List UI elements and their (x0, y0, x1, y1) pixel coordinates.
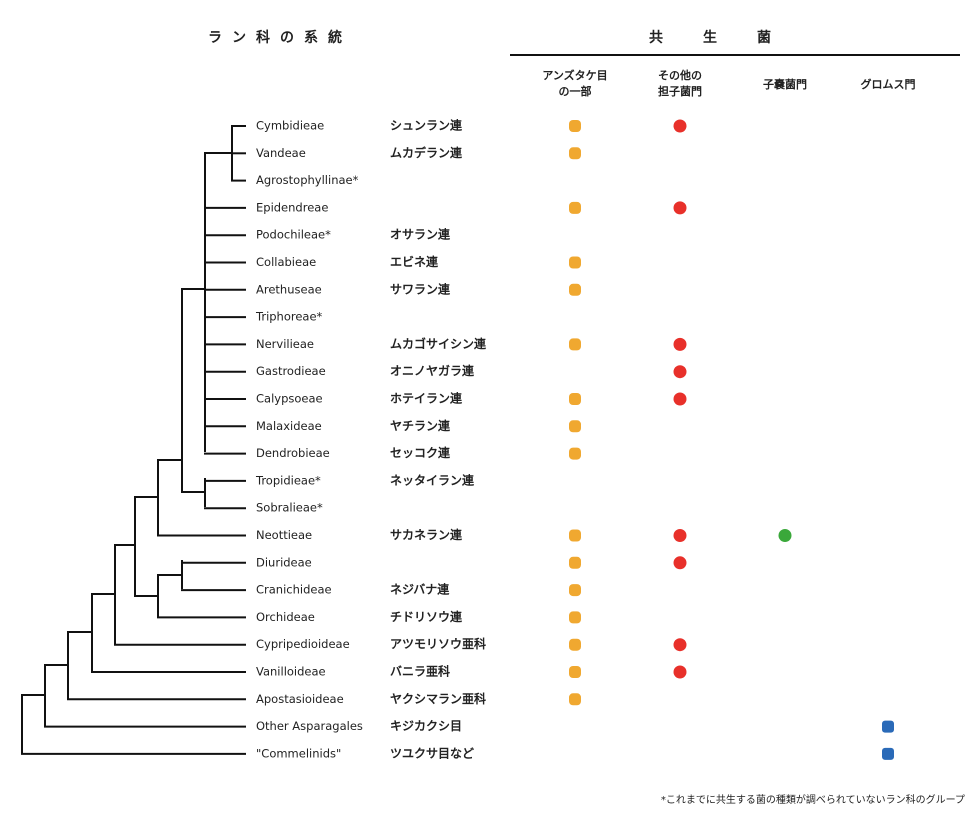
fungus-marker (569, 584, 581, 597)
taxon-ja: エビネ連 (390, 254, 439, 269)
taxon-name: Podochileae* (256, 228, 331, 242)
taxon-ja: ネジバナ連 (390, 582, 450, 597)
fungus-marker (569, 147, 581, 160)
phylogenetic-tree (21, 125, 246, 755)
fungus-marker (569, 283, 581, 296)
taxon-ja: チドリソウ連 (390, 609, 463, 624)
fungus-marker (778, 529, 792, 542)
fungus-marker (673, 201, 687, 215)
fungus-marker (882, 747, 894, 760)
taxon-ja: オサラン連 (390, 227, 451, 242)
taxon-name: Other Asparagales (256, 719, 363, 733)
taxon-ja: ヤチラン連 (390, 418, 451, 433)
fungus-marker (569, 529, 581, 542)
taxon-name: Epidendreae (256, 200, 328, 214)
taxon-name: Orchideae (256, 610, 315, 624)
taxon-ja: ムカデラン連 (390, 145, 463, 160)
taxon-ja: ヤクシマラン亜科 (390, 691, 486, 706)
fungus-marker (673, 392, 687, 406)
taxon-name: Cranichideae (256, 583, 332, 597)
taxon-name: Sobralieae* (256, 501, 323, 515)
taxon-name: Vandeae (256, 146, 306, 160)
taxon-ja: オニノヤガラ連 (390, 363, 475, 378)
taxon-name: Cypripedioideae (256, 637, 350, 651)
taxon-name: Tropidieae* (255, 473, 321, 487)
taxon-name: Gastrodieae (256, 364, 326, 378)
taxon-ja: キジカクシ目 (390, 719, 462, 733)
fungus-marker (569, 256, 581, 269)
fungus-marker (673, 337, 687, 351)
fungus-marker (673, 529, 687, 542)
fungus-marker (673, 665, 687, 679)
taxon-name: Neottieae (256, 528, 312, 542)
taxon-ja: アツモリソウ亜科 (390, 636, 486, 651)
taxon-ja: バニラ亜科 (390, 664, 450, 679)
fungus-marker (569, 120, 581, 132)
column-header: アンズタケ目 (542, 68, 607, 82)
fungus-marker (569, 611, 581, 624)
column-header: 担子菌門 (658, 84, 702, 98)
taxon-name: Nervilieae (256, 337, 314, 351)
taxon-ja: ツユクサ目など (390, 746, 474, 760)
taxon-name: Malaxideae (256, 419, 322, 433)
title: ラン科の系統 (208, 29, 352, 46)
column-header: グロムス門 (861, 77, 916, 91)
fungus-marker (673, 119, 687, 133)
fungus-marker (569, 638, 581, 651)
taxon-ja: シュンラン連 (390, 118, 463, 133)
fungus-marker (569, 338, 581, 351)
fungus-marker (673, 365, 687, 379)
taxon-name: Vanilloideae (256, 665, 326, 679)
taxon-ja: ムカゴサイシン連 (390, 336, 487, 351)
taxon-ja: ネッタイラン連 (390, 472, 475, 487)
fungus-marker (569, 556, 581, 569)
taxon-name: Dendrobieae (256, 446, 330, 460)
taxon-name: Cymbidieae (256, 119, 324, 133)
taxon-name: Arethuseae (256, 282, 322, 296)
fungus-marker (569, 447, 581, 460)
fungus-marker (569, 201, 581, 214)
fungus-marker (673, 556, 687, 570)
taxon-name: "Commelinids" (256, 746, 341, 760)
fungus-marker (673, 638, 687, 652)
taxon-name: Agrostophyllinae* (256, 173, 359, 187)
column-header: その他の (658, 68, 702, 82)
column-header: 子嚢菌門 (763, 77, 807, 91)
taxon-ja: サカネラン連 (390, 527, 463, 542)
fungus-marker (882, 720, 894, 733)
taxon-name: Collabieae (256, 255, 316, 269)
fungus-marker (569, 420, 581, 433)
taxon-name: Apostasioideae (256, 692, 344, 706)
footnote: *これまでに共生する菌の種類が調べられていないラン科のグループ (661, 793, 965, 806)
fungus-marker (569, 666, 581, 678)
fungus-marker (569, 393, 581, 405)
taxon-name: Triphoreae* (255, 310, 323, 324)
fungi-header: 共生菌 (649, 29, 811, 46)
column-header: の一部 (559, 84, 592, 98)
taxon-ja: サワラン連 (390, 281, 451, 296)
taxon-ja: ホテイラン連 (390, 391, 463, 406)
taxon-name: Diurideae (256, 555, 312, 569)
taxon-name: Calypsoeae (256, 392, 323, 406)
fungus-marker (569, 693, 581, 706)
taxon-ja: セッコク連 (390, 445, 451, 460)
